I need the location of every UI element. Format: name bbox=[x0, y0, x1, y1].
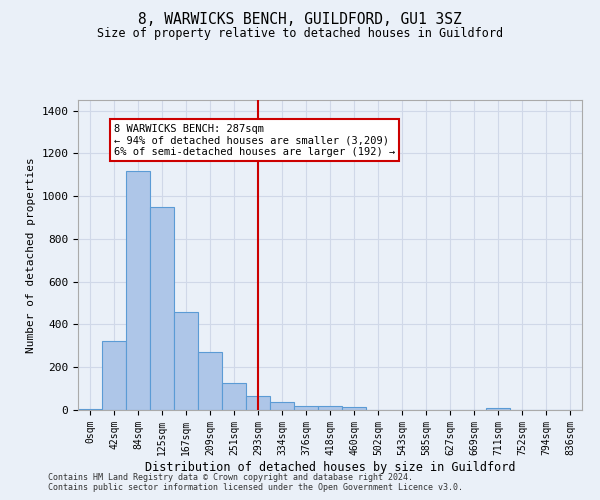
Y-axis label: Number of detached properties: Number of detached properties bbox=[26, 157, 36, 353]
Text: Size of property relative to detached houses in Guildford: Size of property relative to detached ho… bbox=[97, 28, 503, 40]
Bar bbox=[318, 406, 342, 410]
Bar bbox=[222, 384, 246, 410]
Bar bbox=[486, 408, 510, 410]
Bar bbox=[150, 207, 174, 410]
Bar bbox=[342, 408, 366, 410]
X-axis label: Distribution of detached houses by size in Guildford: Distribution of detached houses by size … bbox=[145, 460, 515, 473]
Bar bbox=[270, 402, 294, 410]
Bar bbox=[126, 170, 150, 410]
Bar bbox=[198, 352, 222, 410]
Bar bbox=[102, 340, 126, 410]
Bar bbox=[174, 312, 198, 410]
Bar bbox=[78, 409, 102, 410]
Bar bbox=[294, 406, 318, 410]
Text: 8, WARWICKS BENCH, GUILDFORD, GU1 3SZ: 8, WARWICKS BENCH, GUILDFORD, GU1 3SZ bbox=[138, 12, 462, 28]
Text: Contains public sector information licensed under the Open Government Licence v3: Contains public sector information licen… bbox=[48, 484, 463, 492]
Bar bbox=[246, 396, 270, 410]
Text: Contains HM Land Registry data © Crown copyright and database right 2024.: Contains HM Land Registry data © Crown c… bbox=[48, 472, 413, 482]
Text: 8 WARWICKS BENCH: 287sqm
← 94% of detached houses are smaller (3,209)
6% of semi: 8 WARWICKS BENCH: 287sqm ← 94% of detach… bbox=[114, 124, 395, 156]
